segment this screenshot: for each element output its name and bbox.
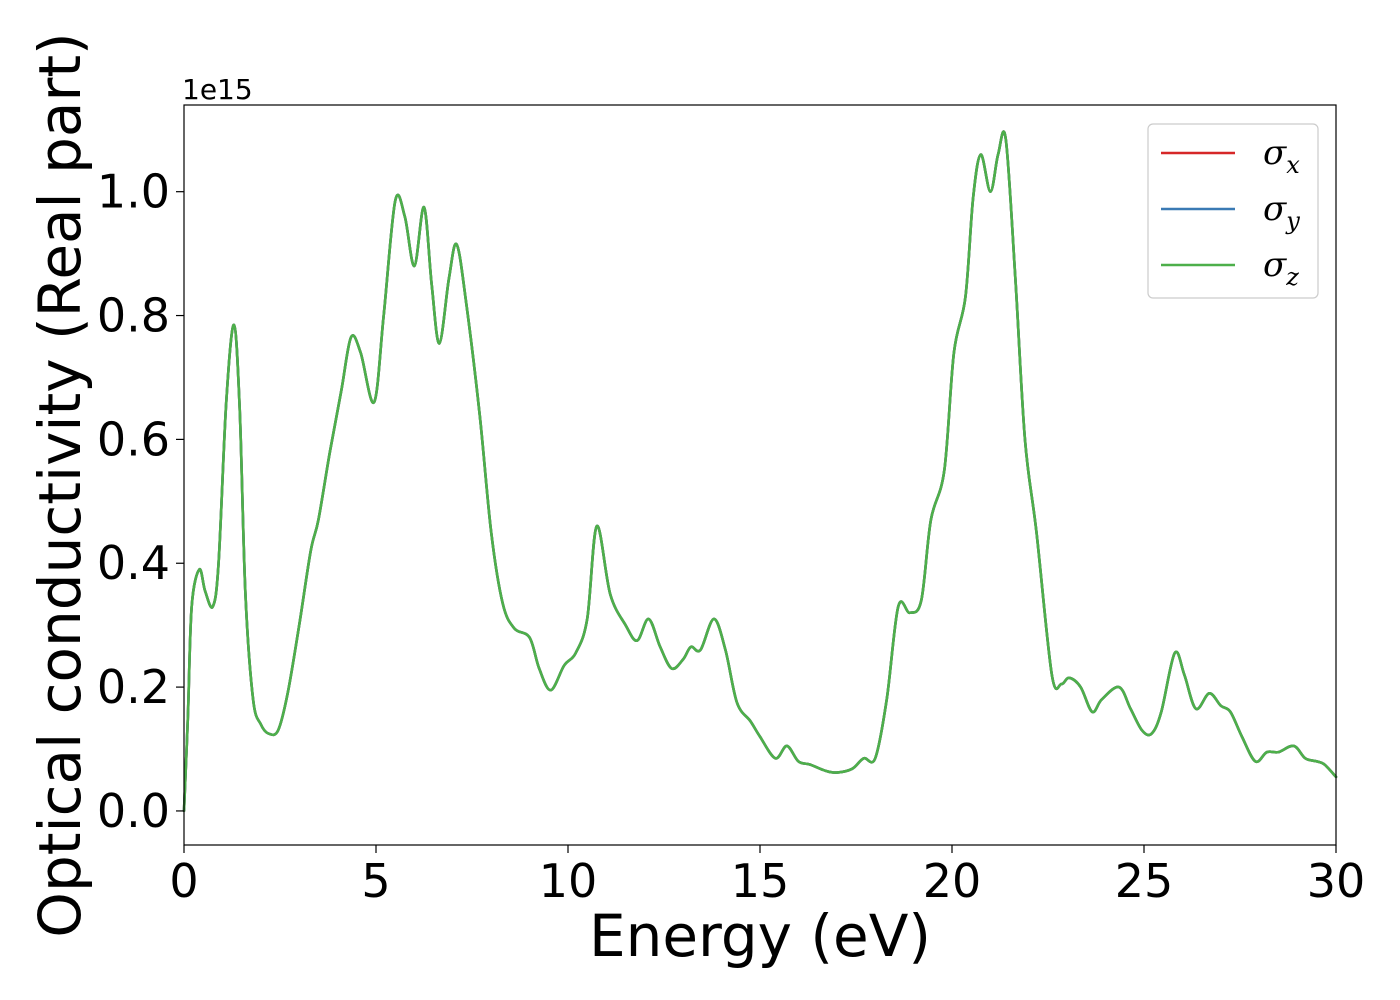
- legend-label: σy: [1263, 189, 1300, 235]
- series-line-sigma-z: [182, 130, 1338, 813]
- legend-label: σz: [1263, 245, 1299, 291]
- x-tick-label: 25: [1115, 854, 1174, 908]
- y-tick-label: 0.4: [97, 536, 170, 590]
- x-tick-label: 5: [361, 854, 390, 908]
- y-axis-label: Optical conductivity (Real part): [26, 32, 94, 937]
- legend: σx σy σz: [1147, 123, 1319, 299]
- y-axis-ticks: 0.0 0.2 0.4 0.6 0.8 1.0: [97, 165, 184, 838]
- legend-box: [1147, 123, 1319, 299]
- y-tick-label: 0.2: [97, 660, 170, 714]
- x-tick-label: 30: [1307, 854, 1366, 908]
- legend-item-sigma-z: σz: [1161, 245, 1299, 291]
- x-axis-label: Energy (eV): [589, 902, 931, 970]
- x-tick-label: 20: [923, 854, 982, 908]
- legend-item-sigma-x: σx: [1161, 133, 1300, 179]
- x-tick-label: 0: [169, 854, 198, 908]
- x-tick-label: 10: [539, 854, 598, 908]
- plot-area: [184, 105, 1336, 845]
- y-tick-label: 0.6: [97, 412, 170, 466]
- series-layer: [182, 130, 1338, 813]
- y-axis-offset-label: 1e15: [182, 73, 253, 106]
- x-axis-ticks: 0 5 10 15 20 25 30: [169, 845, 1365, 908]
- x-tick-label: 15: [731, 854, 790, 908]
- legend-items: σx σy σz: [1161, 133, 1300, 291]
- legend-label: σx: [1263, 133, 1300, 179]
- y-tick-label: 0.0: [97, 784, 170, 838]
- legend-item-sigma-y: σy: [1161, 189, 1300, 235]
- y-tick-label: 1.0: [97, 165, 170, 219]
- y-tick-label: 0.8: [97, 289, 170, 343]
